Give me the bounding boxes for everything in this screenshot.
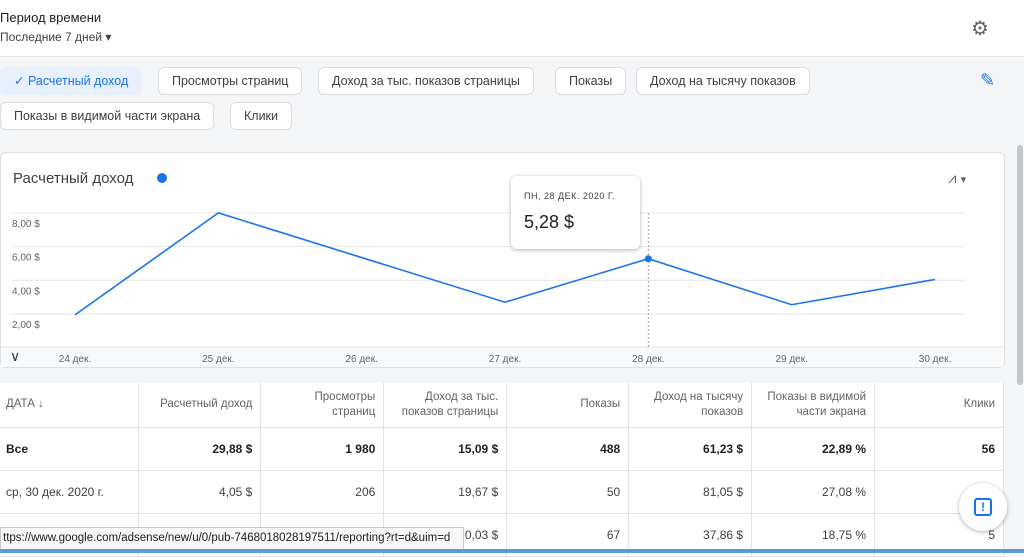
table-cell: ср, 30 дек. 2020 г.	[0, 470, 140, 514]
y-tick-label: 4,00 $	[12, 286, 40, 297]
table-cell: 56	[874, 427, 1004, 471]
col-pageviews[interactable]: Просмотры страниц	[260, 383, 385, 428]
line-chart: 2,00 $ 4,00 $ 6,00 $ 8,00 $ 24 дек. 25 дек. 26…	[0, 212, 1004, 367]
table-cell: 29,88 $	[138, 427, 262, 471]
x-axis-band	[1, 348, 1003, 367]
table-cell: 4,05 $	[138, 470, 262, 514]
col-page-rpm[interactable]: Доход за тыс. показов страницы	[383, 383, 508, 428]
edit-pencil-icon[interactable]: ✎	[980, 70, 996, 90]
chart-card	[0, 152, 1005, 368]
feedback-button[interactable]: !	[959, 483, 1007, 531]
chip-label: Расчетный доход	[27, 74, 129, 88]
chevron-down-icon[interactable]: ∨	[10, 348, 21, 364]
table-cell: 22,89 %	[751, 427, 876, 471]
trend-chart-icon: ⩘	[948, 170, 957, 187]
chart-title: Расчетный доход	[13, 170, 134, 187]
check-icon: ✓	[14, 74, 28, 88]
feedback-icon: !	[974, 498, 992, 516]
y-tick-label: 6,00 $	[12, 253, 40, 264]
chip-clicks[interactable]: Клики	[230, 102, 293, 130]
chip-estimated-earnings[interactable]: ✓ Расчетный доход	[0, 67, 143, 95]
data-point	[644, 255, 652, 263]
y-tick-label: 8,00 $	[12, 219, 40, 230]
x-tick-label: 24 дек.	[59, 354, 91, 365]
table-cell: 61,23 $	[628, 427, 753, 471]
table-cell: 206	[260, 470, 385, 514]
chip-active-view[interactable]: Показы в видимой части экрана	[0, 102, 215, 130]
bottom-border	[0, 549, 1024, 553]
table-cell: 50	[506, 470, 630, 514]
table-cell: Все	[0, 427, 140, 471]
period-dropdown[interactable]: Последние 7 дней ▾	[0, 30, 111, 44]
table-cell: 27,08 %	[751, 470, 876, 514]
period-value: Последние 7 дней	[0, 30, 103, 44]
x-tick-label: 27 дек.	[489, 354, 521, 365]
header-bar	[0, 0, 1024, 57]
col-date[interactable]: ДАТА ↓	[0, 383, 140, 428]
table-cell: 1 980	[260, 427, 385, 471]
table-row[interactable]: ср, 30 дек. 2020 г. 4,05 $206 19,67 $50 81,…	[0, 470, 1004, 514]
x-tick-label: 29 дек.	[775, 354, 807, 365]
table-cell: 488	[506, 427, 630, 471]
status-url: ttps://www.google.com/adsense/new/u/0/pu…	[0, 527, 464, 550]
table-cell: 15,09 $	[383, 427, 508, 471]
col-clicks[interactable]: Клики	[874, 383, 1004, 428]
col-impression-rpm[interactable]: Доход на тысячу показов	[628, 383, 753, 428]
gear-icon[interactable]: ⚙	[971, 18, 989, 40]
tooltip-date: ПН, 28 ДЕК. 2020 Г.	[524, 191, 616, 201]
chip-page-rpm[interactable]: Доход за тыс. показов страницы	[318, 67, 534, 95]
chip-impression-rpm[interactable]: Доход на тысячу показов	[636, 67, 810, 95]
table-row[interactable]: Все 29,88 $1 980 15,09 $488 61,23 $22,89 % 5…	[0, 427, 1004, 471]
period-label: Период времени	[0, 10, 102, 25]
caret-down-icon: ▾	[960, 174, 967, 186]
chip-impressions[interactable]: Показы	[555, 67, 627, 95]
col-active-view[interactable]: Показы в видимой части экрана	[751, 383, 876, 428]
col-impressions[interactable]: Показы	[506, 383, 630, 428]
col-earnings[interactable]: Расчетный доход	[138, 383, 262, 428]
series-dot	[157, 173, 167, 183]
chip-page-views[interactable]: Просмотры страниц	[158, 67, 303, 95]
series-line	[74, 212, 936, 316]
table-cell: 81,05 $	[628, 470, 753, 514]
y-tick-label: 2,00 $	[12, 320, 40, 331]
chart-tooltip: ПН, 28 ДЕК. 2020 Г. 5,28 $	[511, 176, 640, 249]
caret-down-icon: ▾	[105, 30, 112, 44]
x-tick-label: 25 дек.	[202, 354, 234, 365]
table-cell: 19,67 $	[383, 470, 508, 514]
table-header-row: ДАТА ↓ Расчетный доход Просмотры страниц…	[0, 383, 1004, 428]
scrollbar[interactable]	[1017, 145, 1023, 385]
x-tick-label: 28 дек.	[632, 354, 664, 365]
tooltip-value: 5,28 $	[524, 212, 575, 232]
x-tick-label: 26 дек.	[345, 354, 377, 365]
chart-type-dropdown[interactable]: ⩘ ▾	[948, 170, 966, 187]
x-tick-label: 30 дек.	[919, 354, 951, 365]
